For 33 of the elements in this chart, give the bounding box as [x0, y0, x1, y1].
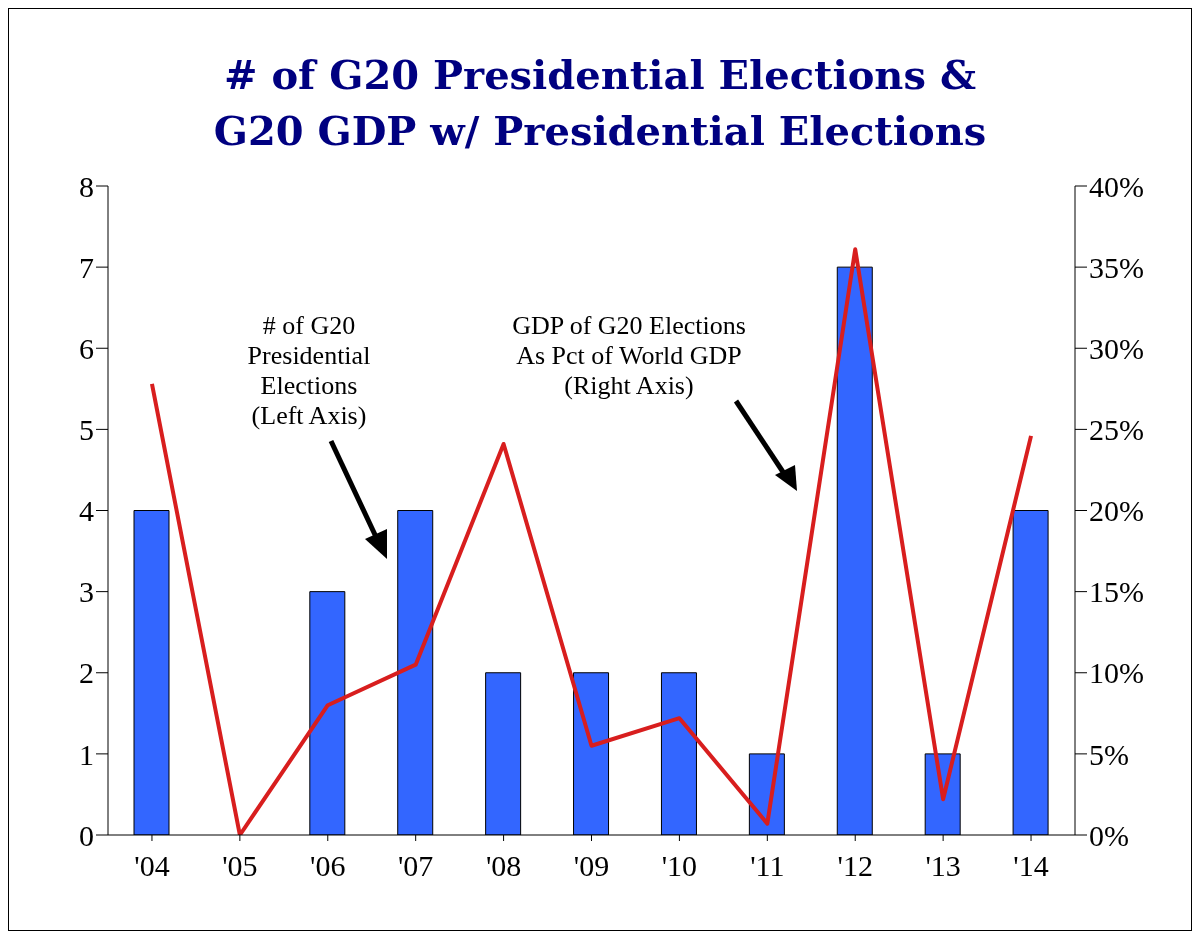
y-tick-label: 5 [79, 413, 94, 447]
chart-title: # of G20 Presidential Elections & G20 GDP w/ Presidential Elections [212, 50, 988, 156]
annotation: GDP of G20 Elections As Pct of World GDP (Right Axis) [511, 311, 747, 401]
x-tick-label: '12 [837, 849, 873, 883]
y2-tick-label: 10% [1089, 656, 1144, 690]
y-tick-label: 8 [79, 169, 94, 203]
x-tick-label: '13 [925, 849, 961, 883]
y-tick-label: 3 [79, 575, 94, 609]
y-tick-label: 0 [79, 818, 94, 852]
y-tick-label: 4 [79, 494, 94, 528]
x-tick-label: '14 [1013, 849, 1049, 883]
y-tick-label: 6 [79, 331, 94, 365]
x-tick-label: '05 [222, 849, 258, 883]
y2-tick-label: 5% [1089, 737, 1129, 771]
x-tick-label: '07 [397, 849, 434, 883]
x-tick-label: '09 [573, 849, 610, 883]
y2-tick-label: 20% [1089, 494, 1144, 528]
y2-tick-label: 30% [1089, 331, 1144, 365]
y-tick-label: 2 [79, 656, 94, 690]
annotation: # of G20 Presidential Elections (Left Axis) [246, 311, 372, 431]
line-series [149, 247, 1034, 835]
y2-tick-label: 15% [1089, 575, 1144, 609]
y-tick-label: 7 [79, 250, 94, 284]
y-tick-label: 1 [79, 737, 94, 771]
y2-tick-label: 25% [1089, 413, 1144, 447]
x-tick-label: '04 [134, 849, 170, 883]
x-tick-label: '08 [485, 849, 522, 883]
y2-tick-label: 35% [1089, 250, 1144, 284]
x-tick-label: '06 [310, 849, 346, 883]
y2-tick-label: 0% [1089, 818, 1129, 852]
y2-tick-label: 40% [1089, 169, 1144, 203]
x-tick-label: '11 [750, 849, 785, 883]
x-tick-label: '10 [661, 849, 698, 883]
